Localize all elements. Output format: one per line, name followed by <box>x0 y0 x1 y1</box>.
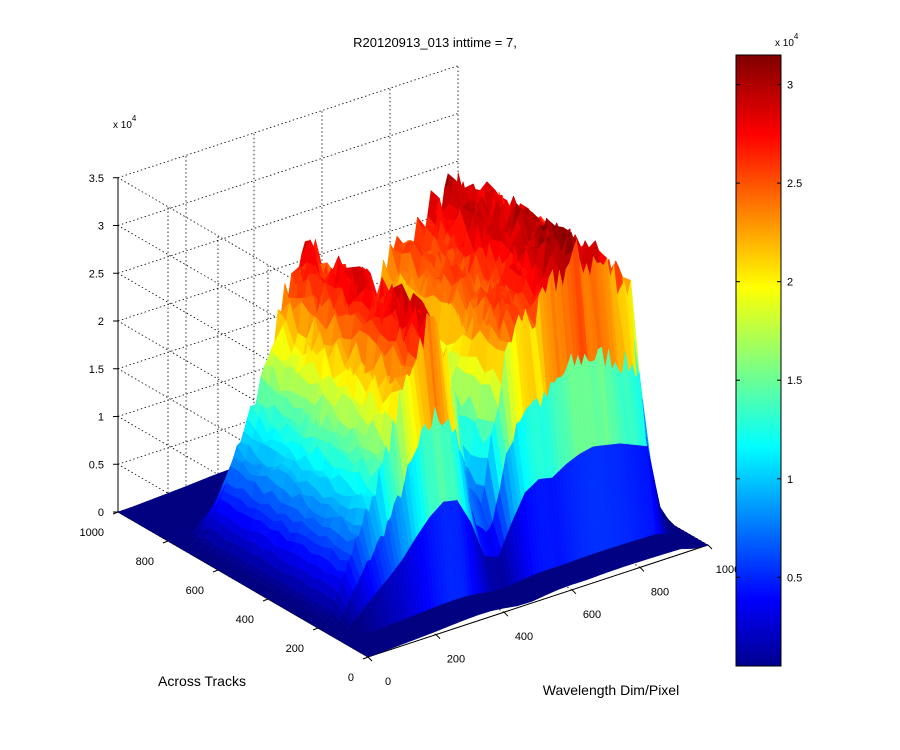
colorbar-fill <box>735 54 782 667</box>
y-tick-label: 200 <box>286 643 304 655</box>
grid-line <box>117 65 459 179</box>
y-tick <box>362 656 369 660</box>
z-tick-label: 0.5 <box>89 459 104 471</box>
x-axis-line <box>367 544 709 658</box>
x-tick <box>435 634 441 639</box>
chart-title: R20120913_013 inttime = 7, <box>353 35 517 50</box>
x-tick <box>639 567 645 572</box>
x-tick-label: 800 <box>651 586 669 598</box>
colorbar-tick-label: 1.5 <box>787 375 802 387</box>
colorbar-tick-label: 2 <box>787 277 793 289</box>
x-tick-label: 400 <box>515 631 533 643</box>
colorbar-tick-label: 2.5 <box>787 178 802 190</box>
z-tick-label: 3 <box>98 221 104 233</box>
x-axis-label: Wavelength Dim/Pixel <box>543 682 679 698</box>
colorbar-tick-label: 3 <box>787 80 793 92</box>
z-tick-label: 0 <box>98 507 104 519</box>
x-tick-label: 0 <box>385 676 391 688</box>
y-tick-label: 800 <box>136 556 154 568</box>
x-tick <box>367 656 373 662</box>
colorbar-exponent-label: x 104 <box>775 32 799 49</box>
y-tick <box>262 598 269 602</box>
colorbar-tick-label: 1 <box>787 474 793 486</box>
surface-facet <box>695 539 709 547</box>
x-tick <box>571 589 577 595</box>
colorbar-ticks: 0.5 1 1.5 2 2.5 3 <box>736 80 802 584</box>
z-tick-label: 2 <box>98 316 104 328</box>
x-tick <box>707 544 713 550</box>
x-tick-label: 1000 <box>716 564 740 576</box>
x-tick-label: 600 <box>583 609 601 621</box>
y-axis-label: Across Tracks <box>158 673 246 689</box>
z-exponent-label: x 104 <box>113 114 137 131</box>
y-tick-label: 0 <box>348 672 354 684</box>
y-tick <box>312 627 319 631</box>
z-tick-label: 1 <box>98 412 104 424</box>
y-tick <box>212 569 219 573</box>
x-tick <box>503 611 509 617</box>
grid-line <box>117 113 459 226</box>
z-tick-label: 3.5 <box>89 173 104 185</box>
colorbar-tick-label: 0.5 <box>787 572 802 584</box>
y-tick <box>162 540 169 544</box>
y-tick-label: 400 <box>236 614 254 626</box>
y-tick-label: 600 <box>186 585 204 597</box>
y-tick-label: 1000 <box>80 527 104 539</box>
surface-mesh <box>117 172 709 658</box>
x-tick-label: 200 <box>447 654 465 666</box>
colorbar: 0.5 1 1.5 2 2.5 3 x 104 <box>735 32 802 667</box>
axis-ticks: 0 200 400 600 800 1000 0 200 400 600 800 1000 0 0.5 1 1… <box>80 173 741 688</box>
z-tick-label: 1.5 <box>89 364 104 376</box>
z-tick-label: 2.5 <box>89 268 104 280</box>
